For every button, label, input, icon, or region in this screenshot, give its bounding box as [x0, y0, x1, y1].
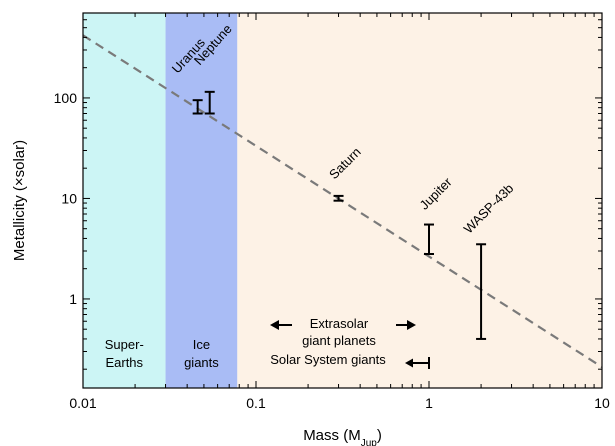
annotations: Super- Earths Ice giants Extrasolar giant pla…	[105, 316, 430, 370]
y-tick-label: 100	[54, 90, 78, 106]
solar-system-label: Solar System giants	[270, 352, 386, 367]
x-axis-label-main: Mass (M	[303, 427, 361, 444]
region-label-2-line-2: giants	[184, 355, 219, 370]
y-axis-label: Metallicity (×solar)	[11, 140, 28, 261]
x-tick-label: 0.01	[69, 395, 96, 411]
extrasolar-label-line-2: giant planets	[302, 333, 376, 348]
region-band-2	[165, 13, 238, 388]
region-label-2-line-1: Ice	[193, 337, 210, 352]
plot-frame	[82, 12, 603, 389]
extrasolar-arrow-right-head	[407, 320, 416, 330]
extrasolar-label-line-1: Extrasolar	[310, 316, 369, 331]
y-tick-label: 10	[61, 190, 77, 206]
x-axis-label-close: )	[377, 427, 382, 444]
axes: 0.01 0.1 1 10 1 10 100	[54, 12, 610, 411]
region-label-1-line-1: Super-	[105, 337, 144, 352]
x-tick-label: 0.1	[246, 395, 266, 411]
x-tick-label: 1	[425, 395, 433, 411]
region-band-3	[237, 13, 602, 388]
region-label-1-line-2: Earths	[105, 355, 143, 370]
y-tick-label: 1	[69, 291, 77, 307]
region-band-1	[83, 13, 166, 388]
x-axis-label: Mass (MJup)	[303, 427, 382, 446]
x-axis-label-sub: Jup	[361, 438, 378, 446]
axis-labels: Mass (MJup) Metallicity (×solar)	[11, 140, 382, 446]
x-tick-label: 10	[594, 395, 610, 411]
region-bands	[83, 13, 602, 388]
extrasolar-arrow-left-head	[270, 320, 279, 330]
solar-system-arrow-head	[405, 358, 413, 368]
